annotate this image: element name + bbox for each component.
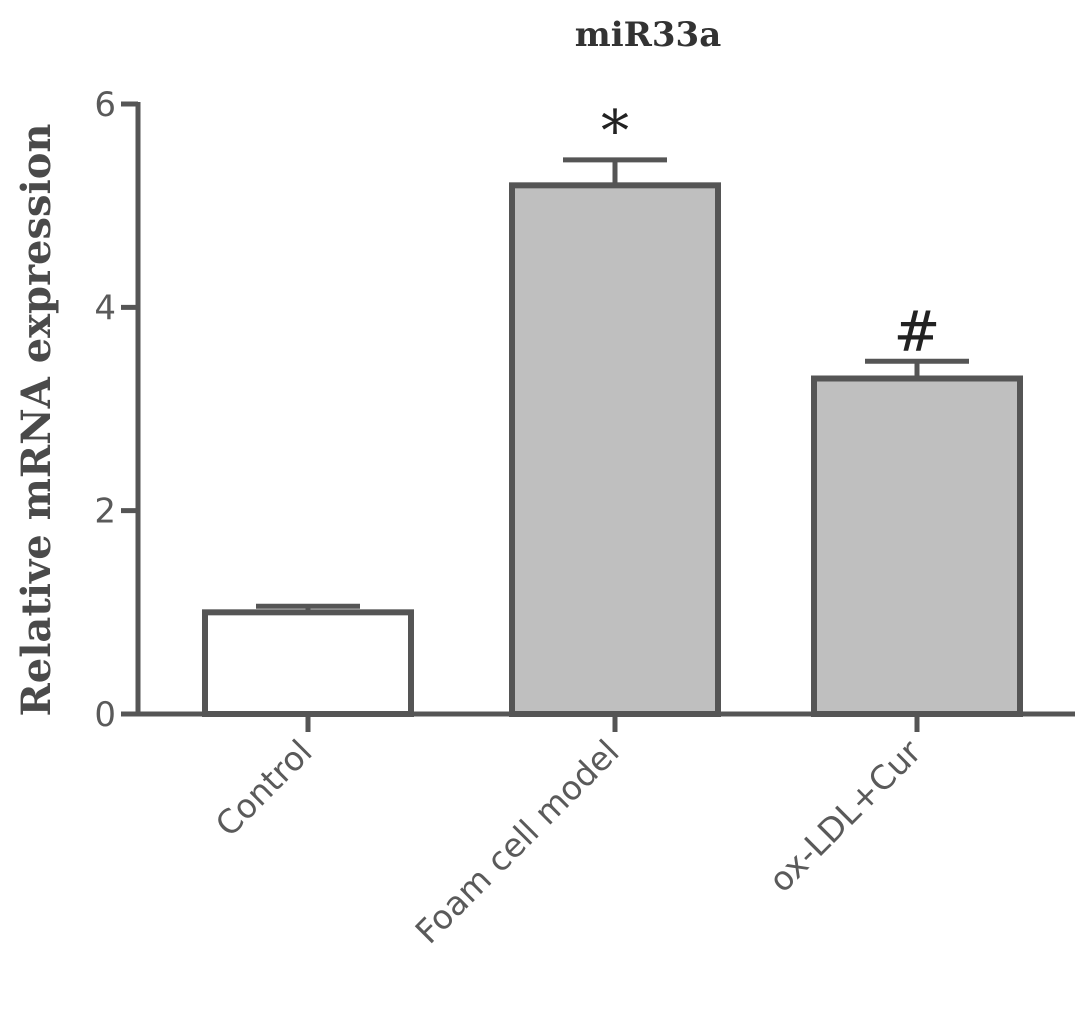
y-tick-label-6: 6: [94, 85, 116, 125]
significance-label-foam-cell-model: *: [601, 99, 629, 164]
plot-area: 0 2 4 6 Control Foam cell model * ox-LDL+Cur #: [94, 85, 1075, 951]
bar-foam-cell-model: [509, 182, 721, 718]
significance-label-ox-ldl-cur: #: [894, 300, 941, 365]
y-tick-label-0: 0: [94, 695, 116, 735]
y-tick-label-4: 4: [94, 288, 116, 328]
bar-control: [202, 609, 414, 717]
x-tick-label-control: Control: [208, 732, 320, 844]
chart-title: miR33a: [575, 15, 722, 55]
y-tick-label-2: 2: [94, 492, 116, 532]
x-tick-label-foam-cell-model: Foam cell model: [408, 732, 627, 951]
y-axis-label: Relative mRNA expression: [13, 124, 60, 717]
x-tick-label-ox-ldl-cur: ox-LDL+Cur: [761, 732, 929, 900]
bar-ox-ldl-cur: [811, 375, 1023, 717]
